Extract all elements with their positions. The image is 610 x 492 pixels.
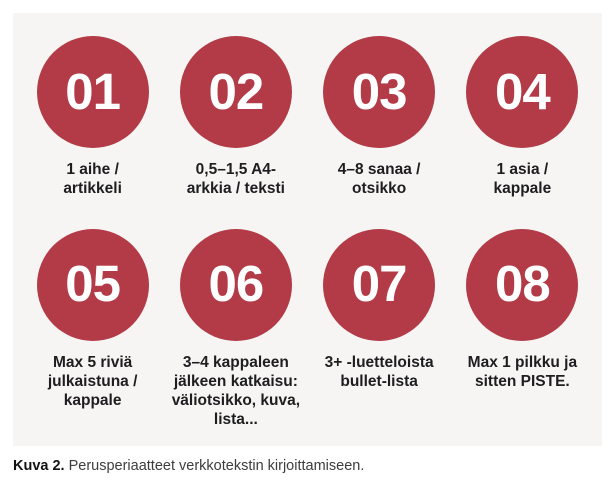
number-circle: 01 xyxy=(36,36,149,148)
step-label: Max 5 riviä julkaistuna / kappale xyxy=(47,353,138,409)
step-label: 4–8 sanaa / otsikko xyxy=(337,161,421,197)
step-label: 1 aihe / artikkeli xyxy=(63,161,122,197)
step-number: 02 xyxy=(208,62,265,120)
step-number: 03 xyxy=(351,62,408,120)
step-number: 04 xyxy=(495,62,551,120)
step-label: 3–4 kappaleen jälkeen katkaisu: väliotsi… xyxy=(171,353,301,428)
step-number: 07 xyxy=(351,255,408,313)
number-circle: 03 xyxy=(323,36,436,148)
step-number: 08 xyxy=(495,255,551,313)
step-number: 06 xyxy=(208,255,265,313)
step-label: Max 1 pilkku ja sitten PISTE. xyxy=(467,353,578,390)
principle-item-2: 02 0,5–1,5 A4- arkkia / teksti xyxy=(164,36,307,199)
principle-item-7: 07 3+ -luetteloista bullet-lista xyxy=(308,228,451,430)
number-circle: 06 xyxy=(179,228,292,341)
step-label: 0,5–1,5 A4- arkkia / teksti xyxy=(186,161,285,197)
step-label: 3+ -luetteloista bullet-lista xyxy=(324,353,434,390)
principle-item-8: 08 Max 1 pilkku ja sitten PISTE. xyxy=(451,228,594,430)
step-number: 05 xyxy=(65,255,121,313)
step-label: 1 asia / kappale xyxy=(493,161,552,197)
figure-caption-text: Perusperiaatteet verkkotekstin kirjoitta… xyxy=(68,458,365,474)
figure-caption-label: Kuva 2. xyxy=(13,458,65,474)
principle-item-3: 03 4–8 sanaa / otsikko xyxy=(308,36,451,199)
number-circle: 05 xyxy=(36,228,149,341)
principle-item-6: 06 3–4 kappaleen jälkeen katkaisu: välio… xyxy=(164,228,307,430)
number-circle: 07 xyxy=(323,228,436,341)
principle-item-1: 01 1 aihe / artikkeli xyxy=(21,36,164,199)
principle-item-5: 05 Max 5 riviä julkaistuna / kappale xyxy=(21,228,164,430)
principles-grid: 01 1 aihe / artikkeli 02 0,5–1,5 A4- ark… xyxy=(13,13,602,429)
figure-caption: Kuva 2. Perusperiaatteet verkkotekstin ki… xyxy=(13,457,364,475)
number-circle: 04 xyxy=(466,36,579,148)
step-number: 01 xyxy=(65,62,121,120)
principle-item-4: 04 1 asia / kappale xyxy=(451,36,594,199)
number-circle: 02 xyxy=(179,36,292,148)
infographic-panel: 01 1 aihe / artikkeli 02 0,5–1,5 A4- ark… xyxy=(13,13,602,446)
number-circle: 08 xyxy=(466,228,579,341)
